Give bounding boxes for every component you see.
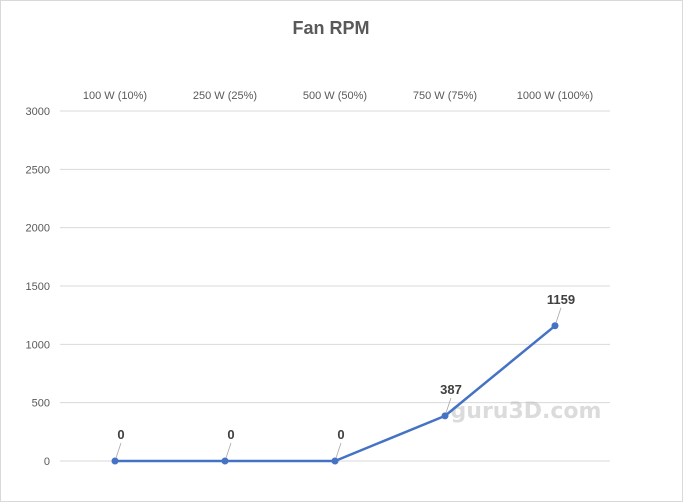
data-point	[551, 322, 559, 330]
data-label: 0	[117, 427, 124, 442]
data-point	[441, 412, 449, 420]
x-tick-label: 1000 W (100%)	[517, 90, 593, 102]
data-label-leader	[555, 307, 562, 323]
data-label: 387	[440, 382, 462, 397]
data-label: 0	[337, 427, 344, 442]
y-tick-label: 500	[32, 398, 50, 410]
data-point	[221, 457, 229, 465]
x-tick-label: 100 W (10%)	[83, 90, 147, 102]
data-label-leader	[335, 442, 342, 459]
data-point	[331, 457, 339, 465]
y-tick-label: 2000	[26, 223, 50, 235]
data-labels: 0 0 0 387 1159	[115, 292, 575, 459]
series-line	[115, 324, 556, 463]
data-label: 1159	[547, 292, 575, 307]
chart-title: Fan RPM	[292, 18, 369, 38]
y-tick-label: 3000	[26, 106, 50, 118]
series-fan-rpm	[111, 322, 559, 465]
y-tick-label: 0	[44, 456, 50, 468]
y-tick-label: 1500	[26, 281, 50, 293]
watermark: guru3D.com	[451, 399, 602, 424]
y-tick-label: 2500	[26, 164, 50, 176]
data-label-leader	[445, 397, 452, 413]
data-label-leader	[225, 442, 232, 459]
x-tick-label: 500 W (50%)	[303, 90, 367, 102]
x-tick-label: 250 W (25%)	[193, 90, 257, 102]
data-point	[111, 457, 119, 465]
data-label-leader	[115, 442, 122, 459]
y-tick-label: 1000	[26, 339, 50, 351]
x-tick-labels: 100 W (10%) 250 W (25%) 500 W (50%) 750 W (…	[83, 90, 593, 102]
y-tick-labels: 0 500 1000 1500 2000 2500 3000	[26, 106, 50, 468]
data-label: 0	[227, 427, 234, 442]
x-tick-label: 750 W (75%)	[413, 90, 477, 102]
